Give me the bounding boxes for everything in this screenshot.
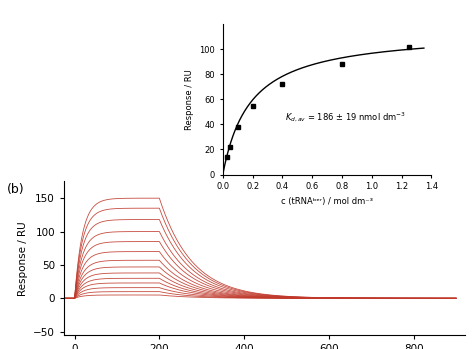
Text: $K_{d,av}$ = 186 ± 19 nmol dm$^{-3}$: $K_{d,av}$ = 186 ± 19 nmol dm$^{-3}$ xyxy=(285,111,406,124)
Y-axis label: Response / RU: Response / RU xyxy=(185,69,194,130)
X-axis label: c (tRNAᵇᵉʳ) / mol dm⁻³: c (tRNAᵇᵉʳ) / mol dm⁻³ xyxy=(281,197,373,206)
Text: (b): (b) xyxy=(7,183,25,196)
Y-axis label: Response / RU: Response / RU xyxy=(18,221,27,296)
